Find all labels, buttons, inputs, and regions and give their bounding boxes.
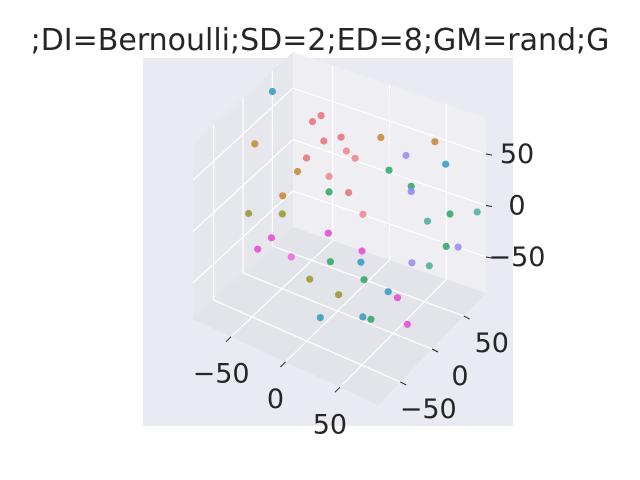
y-grid-floor	[213, 299, 401, 383]
data-point	[407, 187, 415, 195]
z-grid-left	[192, 139, 294, 232]
y-tick-mark	[400, 381, 407, 386]
data-point	[442, 160, 450, 168]
data-point	[345, 189, 353, 197]
x-tick-mark	[334, 386, 341, 393]
data-point	[402, 151, 410, 160]
data-point	[302, 154, 311, 162]
data-point	[377, 133, 385, 142]
data-point	[385, 166, 393, 174]
data-point	[326, 258, 334, 266]
data-point	[320, 137, 328, 145]
y-tick-label: −50	[400, 394, 457, 425]
data-point	[308, 118, 317, 126]
z-tick-label: −50	[489, 242, 546, 273]
data-point	[278, 210, 286, 218]
chart-title: ;DI=Bernoulli;SD=2;ED=8;GM=rand;G	[31, 23, 610, 58]
y-tick-label: 50	[475, 328, 509, 359]
y-tick-mark	[431, 348, 439, 353]
x-tick-mark	[225, 336, 232, 343]
y-grid-floor	[272, 245, 464, 317]
data-point	[425, 262, 433, 270]
x-tick-mark	[280, 361, 286, 368]
data-point	[342, 147, 350, 155]
z-tick-mark	[485, 205, 493, 207]
data-point	[393, 294, 402, 302]
z-tick-label: 50	[500, 139, 534, 170]
data-point	[254, 245, 262, 253]
data-point	[473, 208, 481, 216]
data-point	[317, 112, 325, 120]
data-point	[316, 314, 324, 322]
z-grid-left	[192, 87, 294, 181]
x-tick-label: −50	[193, 359, 250, 390]
data-point	[267, 234, 276, 242]
z-tick-mark	[485, 153, 493, 156]
data-points	[245, 87, 481, 328]
z-tick-label: 0	[508, 191, 525, 222]
data-point	[251, 140, 259, 148]
data-point	[446, 210, 454, 218]
y-tick-mark	[463, 315, 470, 320]
data-point	[442, 242, 450, 250]
data-point	[384, 288, 392, 296]
x-tick-label: 0	[267, 384, 284, 415]
data-point	[287, 253, 295, 261]
data-point	[268, 87, 276, 96]
data-point	[324, 229, 332, 237]
data-point	[431, 138, 439, 146]
data-point	[408, 259, 416, 267]
y-grid-floor	[242, 272, 433, 350]
data-point	[360, 276, 368, 284]
data-point	[454, 243, 462, 251]
data-point	[403, 320, 411, 328]
data-point	[407, 182, 415, 190]
z-grid-left	[192, 190, 294, 284]
data-point	[367, 315, 375, 323]
data-point	[245, 209, 253, 218]
data-point	[325, 188, 333, 196]
data-point	[359, 313, 367, 321]
floor-pane	[193, 227, 486, 405]
z-grid-back	[292, 87, 487, 155]
data-point	[325, 172, 333, 180]
z-grid-back	[292, 190, 487, 258]
data-point	[351, 154, 359, 162]
x-tick-label: 50	[313, 409, 347, 440]
data-point	[279, 192, 287, 200]
data-point	[359, 210, 367, 218]
z-tick-mark	[485, 256, 493, 259]
data-point	[357, 258, 365, 266]
data-point	[306, 275, 314, 283]
data-point	[294, 167, 302, 176]
data-point	[358, 247, 366, 255]
data-point	[423, 217, 432, 225]
data-point	[337, 133, 345, 141]
y-tick-label: 0	[451, 361, 468, 392]
data-point	[335, 291, 343, 299]
